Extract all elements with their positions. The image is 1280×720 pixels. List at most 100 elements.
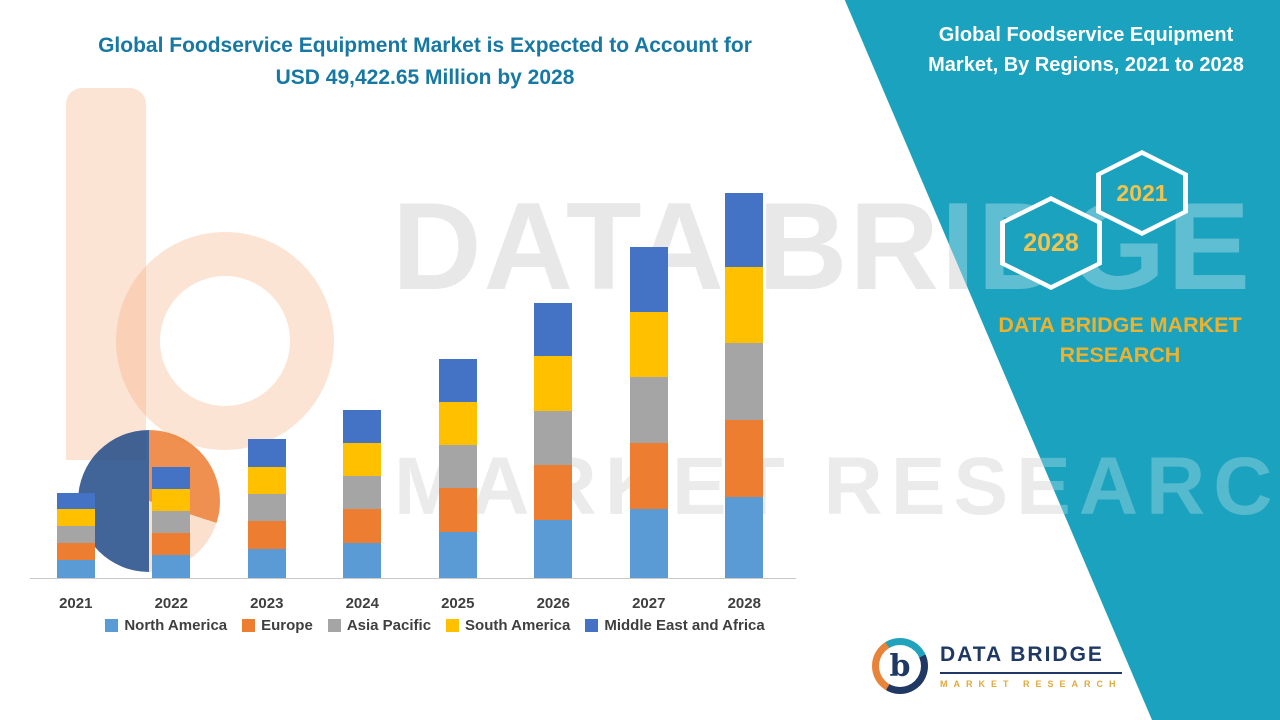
bar-stack-2021 [56, 492, 95, 578]
legend-swatch-north-america [105, 619, 119, 632]
bar-stack-2025 [438, 358, 477, 578]
bar-column-2021: 2021 [28, 188, 123, 612]
bar-segment-middle-east-and-africa [247, 439, 286, 467]
bar-column-2028: 2028 [697, 188, 792, 612]
bar-segment-north-america [725, 496, 764, 578]
bar-segment-asia-pacific [247, 494, 286, 522]
legend-item-europe: Europe [242, 617, 313, 634]
bar-segment-north-america [534, 520, 573, 578]
page-title: Global Foodservice Equipment Market is E… [40, 30, 810, 94]
page-title-line1: Global Foodservice Equipment Market is E… [98, 34, 752, 57]
bar-segment-asia-pacific [343, 476, 382, 510]
banner-heading-line1: Global Foodservice Equipment [938, 24, 1234, 46]
bar-segment-south-america [725, 266, 764, 343]
legend: North America Europe Asia Pacific South Ame… [10, 617, 860, 634]
footer-logo-text: DATA BRIDGE MARKET RESEARCH [940, 643, 1122, 689]
brand-text: DATA BRIDGE MARKET RESEARCH [958, 310, 1280, 370]
x-axis-label: 2026 [536, 595, 570, 612]
hexagon-2021-label: 2021 [1116, 179, 1168, 206]
banner-heading-line2: Market, By Regions, 2021 to 2028 [928, 54, 1244, 76]
bar-segment-south-america [629, 311, 668, 378]
footer-logo-name: DATA BRIDGE [940, 643, 1122, 674]
x-axis-label: 2024 [345, 595, 379, 612]
hexagon-2028-label: 2028 [1023, 228, 1079, 257]
bar-column-2027: 2027 [601, 188, 696, 612]
bar-segment-europe [247, 521, 286, 550]
footer-logo-subtitle: MARKET RESEARCH [940, 679, 1122, 689]
bar-segment-north-america [629, 508, 668, 578]
watermark-logo-pie-icon [78, 430, 220, 572]
x-axis-label: 2021 [59, 595, 93, 612]
bar-segment-middle-east-and-africa [438, 358, 477, 402]
x-axis-label: 2025 [441, 595, 475, 612]
footer-logo-monogram: b [889, 648, 911, 684]
bar-column-2024: 2024 [315, 188, 410, 612]
legend-item-asia-pacific: Asia Pacific [327, 617, 431, 634]
x-axis-label: 2028 [727, 595, 761, 612]
footer-logo-icon: b [872, 638, 928, 694]
x-axis-line [30, 578, 796, 579]
bar-stack-2024 [343, 410, 382, 578]
bar-segment-north-america [343, 542, 382, 578]
bar-stack-2027 [629, 247, 668, 578]
bar-segment-asia-pacific [629, 377, 668, 443]
bar-segment-south-america [438, 401, 477, 446]
bar-column-2026: 2026 [506, 188, 601, 612]
bar-segment-europe [152, 532, 191, 555]
bar-segment-europe [56, 542, 95, 561]
bar-segment-europe [534, 465, 573, 521]
legend-item-south-america: South America [446, 617, 570, 634]
bar-column-2022: 2022 [124, 188, 219, 612]
bar-segment-asia-pacific [438, 445, 477, 489]
bar-segment-middle-east-and-africa [152, 467, 191, 490]
bar-segment-asia-pacific [152, 511, 191, 533]
x-axis-label: 2027 [632, 595, 666, 612]
bar-segment-north-america [56, 560, 95, 578]
bar-column-2025: 2025 [410, 188, 505, 612]
bar-segment-middle-east-and-africa [343, 410, 382, 444]
bar-segment-south-america [152, 489, 191, 512]
bar-segment-europe [725, 419, 764, 497]
legend-label-middle-east-and-africa: Middle East and Africa [604, 617, 765, 634]
bar-segment-asia-pacific [56, 526, 95, 543]
banner-heading: Global Foodservice Equipment Market, By … [900, 20, 1272, 80]
bar-segment-asia-pacific [725, 342, 764, 420]
bar-segment-south-america [534, 356, 573, 411]
bar-segment-south-america [343, 443, 382, 477]
bar-segment-south-america [56, 509, 95, 527]
bar-segment-north-america [247, 549, 286, 578]
brand-text-line1: DATA BRIDGE MARKET [998, 313, 1242, 337]
bars-row: 2021 2022 2023 2024 2025 2026 2027 2028 [28, 188, 792, 612]
bar-segment-europe [438, 488, 477, 532]
bar-stack-2026 [534, 302, 573, 578]
legend-label-north-america: North America [124, 617, 228, 634]
bar-segment-middle-east-and-africa [725, 192, 764, 267]
legend-swatch-asia-pacific [327, 619, 341, 632]
page-title-line2: USD 49,422.65 Million by 2028 [275, 66, 575, 89]
bar-stack-2028 [725, 192, 764, 578]
bar-segment-middle-east-and-africa [629, 247, 668, 312]
bar-column-2023: 2023 [219, 188, 314, 612]
bar-segment-middle-east-and-africa [56, 492, 95, 510]
bar-segment-north-america [438, 532, 477, 578]
legend-swatch-middle-east-and-africa [585, 619, 599, 632]
legend-swatch-europe [242, 619, 256, 632]
x-axis-label: 2022 [154, 595, 188, 612]
legend-label-europe: Europe [261, 617, 313, 634]
legend-label-south-america: South America [465, 617, 571, 634]
bar-segment-europe [629, 442, 668, 509]
bar-segment-europe [343, 509, 382, 543]
legend-swatch-south-america [446, 619, 460, 632]
bar-segment-north-america [152, 555, 191, 578]
bar-stack-2023 [247, 439, 286, 578]
legend-item-middle-east-and-africa: Middle East and Africa [585, 617, 765, 634]
footer-logo: b DATA BRIDGE MARKET RESEARCH [872, 638, 1122, 694]
brand-text-line2: RESEARCH [1059, 343, 1181, 367]
bar-stack-2022 [152, 467, 191, 578]
legend-item-north-america: North America [105, 617, 227, 634]
bar-segment-asia-pacific [534, 410, 573, 466]
bar-segment-middle-east-and-africa [534, 302, 573, 357]
x-axis-label: 2023 [250, 595, 284, 612]
bar-segment-south-america [247, 466, 286, 495]
